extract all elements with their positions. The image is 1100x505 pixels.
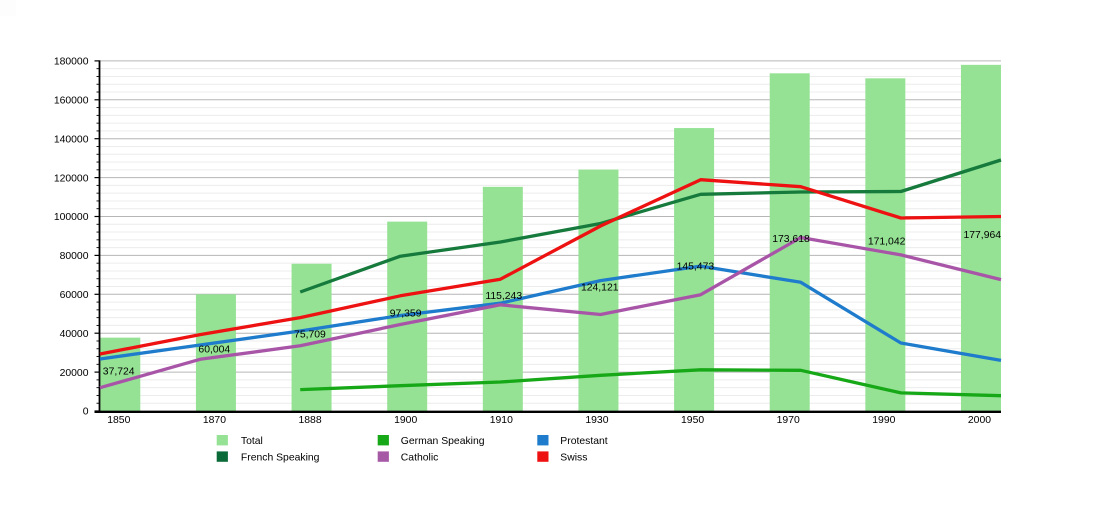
svg-text:60000: 60000 [60,290,89,301]
svg-text:1870: 1870 [203,415,226,426]
svg-text:177,964: 177,964 [963,230,1001,241]
svg-text:1990: 1990 [872,415,895,426]
svg-text:0: 0 [83,407,89,418]
svg-text:160000: 160000 [54,96,89,107]
svg-text:171,042: 171,042 [868,237,906,248]
svg-text:German Speaking: German Speaking [401,436,485,447]
svg-text:80000: 80000 [60,251,89,262]
svg-text:Catholic: Catholic [401,452,439,463]
svg-text:Swiss: Swiss [560,452,587,463]
svg-text:173,618: 173,618 [772,234,810,245]
svg-text:120000: 120000 [54,173,89,184]
svg-text:124,121: 124,121 [581,282,619,293]
svg-text:75,709: 75,709 [294,329,326,340]
svg-text:1970: 1970 [777,415,800,426]
svg-text:1930: 1930 [585,415,608,426]
svg-text:20000: 20000 [60,368,89,379]
svg-text:Total: Total [241,436,263,447]
svg-text:1910: 1910 [490,415,513,426]
svg-text:140000: 140000 [54,134,89,145]
svg-text:French Speaking: French Speaking [241,452,320,463]
svg-text:40000: 40000 [60,329,89,340]
svg-text:1888: 1888 [298,415,321,426]
svg-text:37,724: 37,724 [103,366,135,377]
svg-text:1850: 1850 [107,415,130,426]
svg-text:2000: 2000 [968,415,991,426]
svg-text:1950: 1950 [681,415,704,426]
svg-text:Protestant: Protestant [560,436,607,447]
svg-text:97,359: 97,359 [390,308,422,319]
svg-text:115,243: 115,243 [485,291,522,302]
svg-text:60,004: 60,004 [198,345,230,356]
svg-text:180000: 180000 [54,57,89,68]
svg-text:100000: 100000 [54,212,89,223]
svg-text:1900: 1900 [394,415,417,426]
svg-text:145,473: 145,473 [677,262,715,273]
